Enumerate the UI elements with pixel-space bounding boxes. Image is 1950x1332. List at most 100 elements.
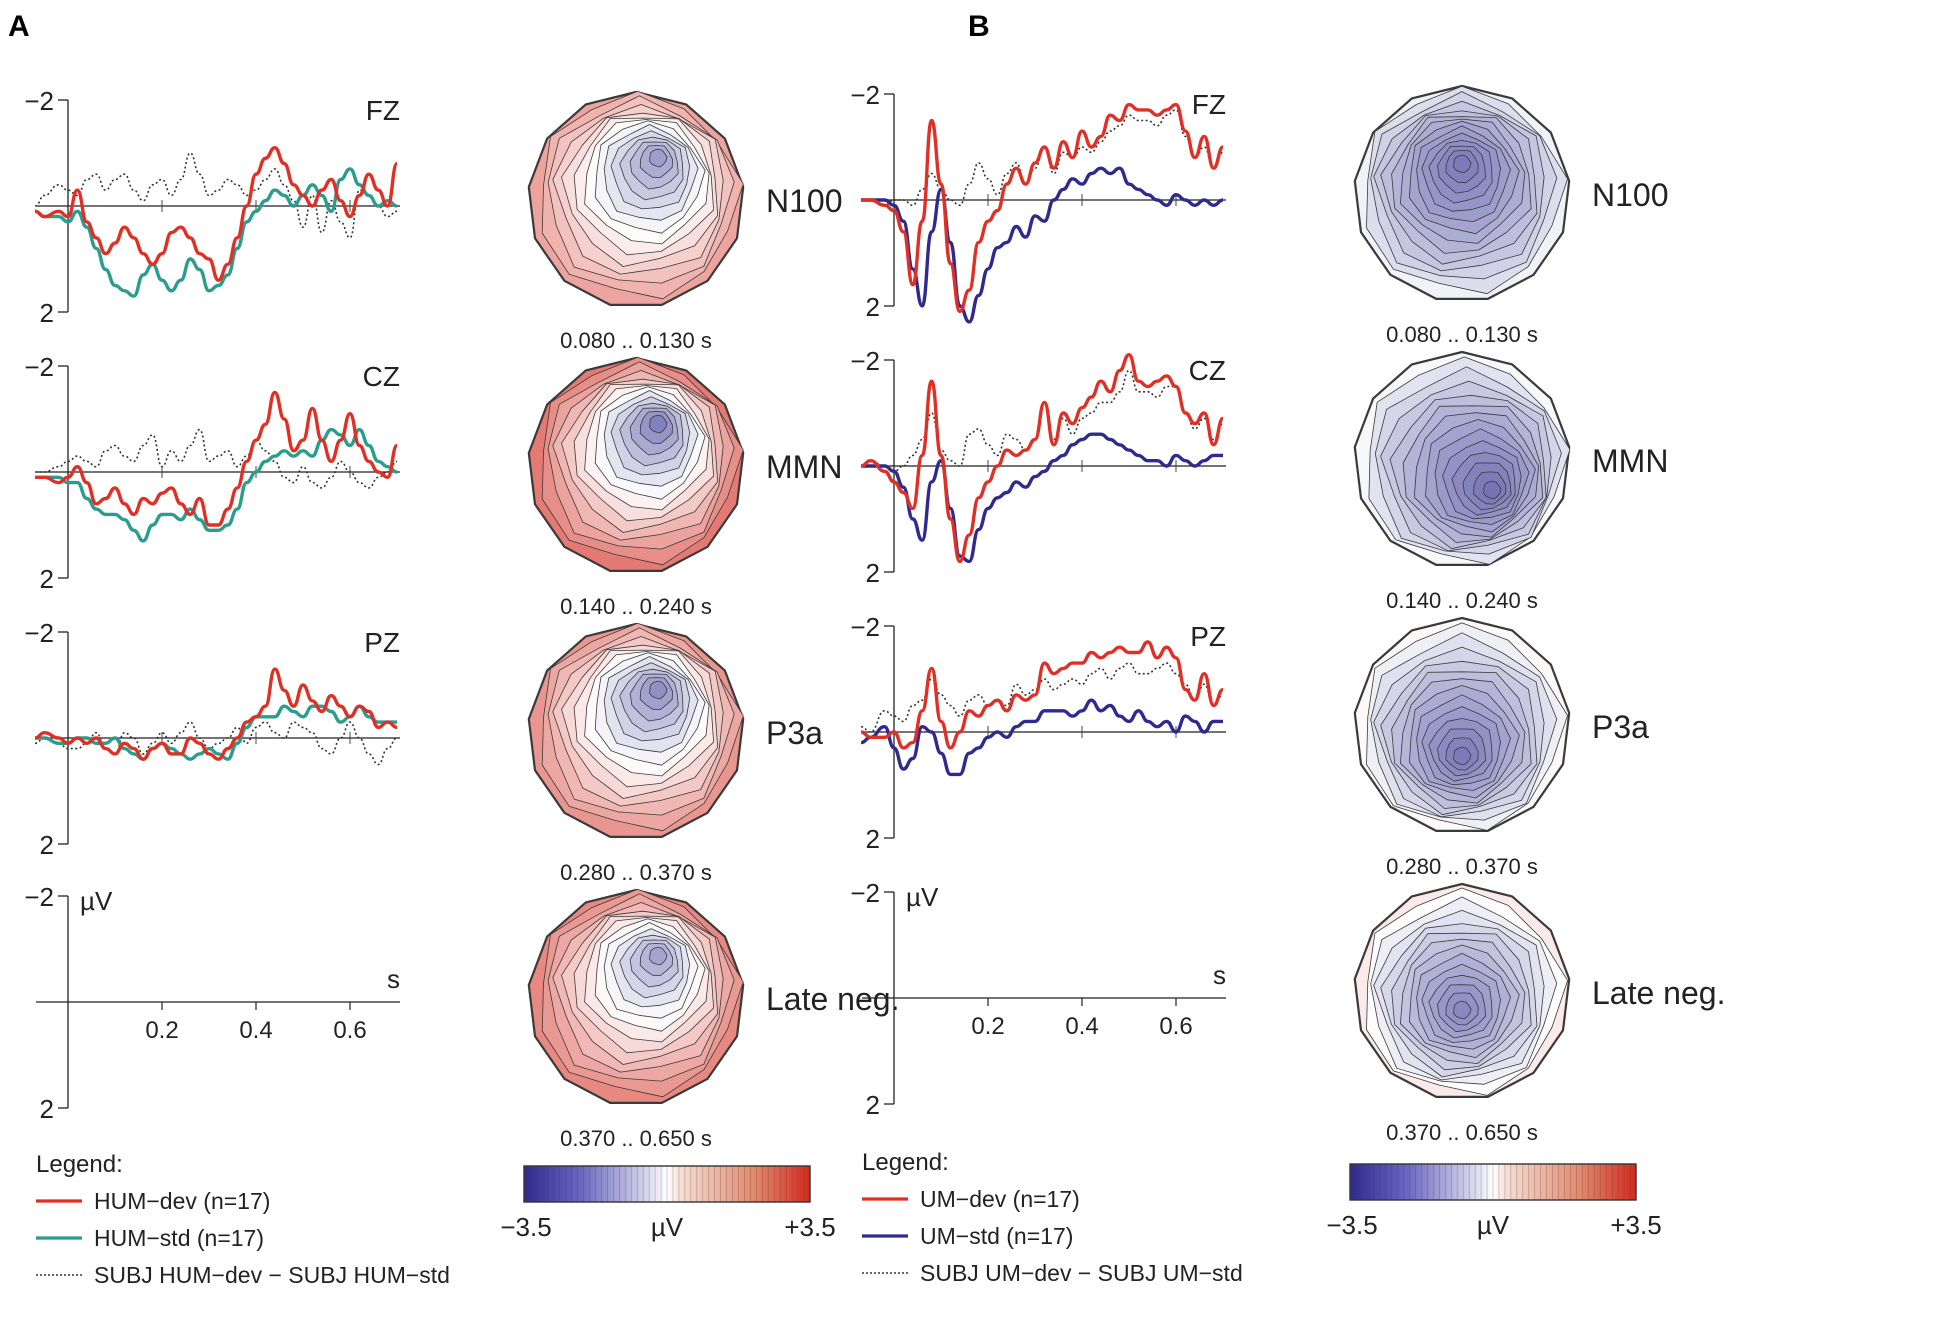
legend: Legend: UM−dev (n=17) UM−std (n=17) SUBJ UM… xyxy=(862,1149,1243,1286)
series-line-std xyxy=(861,166,1224,324)
colorbar: −3.5 µV +3.5 xyxy=(500,1165,836,1242)
panels-root: A −2 2 FZ −2 2 CZ −2 2 PZ −2 2 µV s 0.2 0.4 0.6 N100 0.080… xyxy=(8,10,1725,1288)
component-label: MMN xyxy=(1592,443,1668,479)
contour-ring xyxy=(1453,1000,1472,1020)
time-window-label: 0.140 .. 0.240 s xyxy=(1386,588,1538,613)
legend-entry-label: HUM−std (n=17) xyxy=(94,1225,264,1251)
erp-row-cz: −2 2 CZ xyxy=(850,346,1226,588)
y-tick-label-top: −2 xyxy=(850,346,880,376)
topomap-p3a: P3a 0.280 .. 0.370 s xyxy=(527,622,823,885)
y-tick-label-bottom: 2 xyxy=(866,558,880,588)
channel-label: PZ xyxy=(1190,621,1226,652)
y-tick-label-bottom: 2 xyxy=(40,830,54,860)
topomap-n100: N100 0.080 .. 0.130 s xyxy=(527,90,843,353)
series-line-diff xyxy=(860,369,1224,473)
legend-entry-label: UM−dev (n=17) xyxy=(920,1186,1080,1212)
colorbar: −3.5 µV +3.5 xyxy=(1326,1163,1662,1240)
colorbar-gradient xyxy=(523,1165,811,1203)
panel-label: B xyxy=(968,10,990,43)
series-line-std xyxy=(34,167,398,298)
panel-b: B −2 2 FZ −2 2 CZ −2 2 PZ −2 2 µV s 0.2 0.4 0.6 N100 0.080… xyxy=(850,10,1725,1286)
erp-row-cz: −2 2 CZ xyxy=(24,352,400,594)
series-line-dev xyxy=(860,640,1224,750)
scale-x-tick-label: 0.6 xyxy=(1159,1013,1192,1040)
y-tick-label-top: −2 xyxy=(24,86,54,116)
scale-y-top-label: −2 xyxy=(24,882,54,912)
colorbar-min-label: −3.5 xyxy=(500,1212,551,1242)
contour-ring xyxy=(1453,746,1472,766)
scale-x-tick-label: 0.6 xyxy=(333,1017,366,1044)
erp-row-pz: −2 2 PZ xyxy=(24,618,400,860)
scale-x-tick-label: 0.4 xyxy=(1065,1013,1098,1040)
topomap-mmn: MMN 0.140 .. 0.240 s xyxy=(527,356,842,619)
topomap-p3a: P3a 0.280 .. 0.370 s xyxy=(1353,616,1649,879)
colorbar-max-label: +3.5 xyxy=(784,1212,835,1242)
time-window-label: 0.370 .. 0.650 s xyxy=(1386,1120,1538,1145)
time-window-label: 0.140 .. 0.240 s xyxy=(560,594,712,619)
series-line-dev xyxy=(861,102,1224,313)
series-line-diff xyxy=(35,428,398,489)
scale-x-tick-label: 0.4 xyxy=(239,1017,272,1044)
channel-label: PZ xyxy=(364,627,400,658)
scale-time-label: s xyxy=(1213,960,1226,990)
y-tick-label-bottom: 2 xyxy=(866,292,880,322)
y-tick-label-top: −2 xyxy=(850,80,880,110)
scale-box: −2 2 µV s 0.2 0.4 0.6 xyxy=(24,882,400,1124)
time-window-label: 0.370 .. 0.650 s xyxy=(560,1126,712,1151)
channel-label: CZ xyxy=(363,361,400,392)
erp-row-fz: −2 2 FZ xyxy=(850,80,1226,324)
colorbar-min-label: −3.5 xyxy=(1326,1210,1377,1240)
time-window-label: 0.280 .. 0.370 s xyxy=(1386,854,1538,879)
scale-y-top-label: −2 xyxy=(850,878,880,908)
scale-time-label: s xyxy=(387,964,400,994)
scale-x-tick-label: 0.2 xyxy=(971,1013,1004,1040)
scale-unit-label: µV xyxy=(80,886,113,916)
series-line-dev xyxy=(860,353,1224,564)
contour-ring xyxy=(649,680,668,700)
series-line-std xyxy=(861,432,1223,564)
component-label: Late neg. xyxy=(766,981,899,1017)
y-tick-label-top: −2 xyxy=(850,612,880,642)
topomap-n100: N100 0.080 .. 0.130 s xyxy=(1353,84,1669,347)
legend-entry-label: SUBJ HUM−dev − SUBJ HUM−std xyxy=(94,1262,450,1288)
scale-box: −2 2 µV s 0.2 0.4 0.6 xyxy=(850,878,1226,1120)
y-tick-label-top: −2 xyxy=(24,352,54,382)
series-line-dev xyxy=(35,390,399,527)
colorbar-max-label: +3.5 xyxy=(1610,1210,1661,1240)
channel-label: FZ xyxy=(366,95,400,126)
series-line-diff xyxy=(34,152,398,239)
colorbar-unit-label: µV xyxy=(651,1212,684,1242)
erp-row-fz: −2 2 FZ xyxy=(24,86,400,328)
legend-entry-label: UM−std (n=17) xyxy=(920,1223,1073,1249)
series-line-diff xyxy=(34,721,398,766)
time-window-label: 0.280 .. 0.370 s xyxy=(560,860,712,885)
topomap-late-neg-: Late neg. 0.370 .. 0.650 s xyxy=(527,888,899,1151)
scale-unit-label: µV xyxy=(906,882,939,912)
series-line-dev xyxy=(34,146,399,282)
scale-x-tick-label: 0.2 xyxy=(145,1017,178,1044)
component-label: MMN xyxy=(766,449,842,485)
legend-title: Legend: xyxy=(862,1149,949,1176)
component-label: Late neg. xyxy=(1592,975,1725,1011)
y-tick-label-bottom: 2 xyxy=(866,824,880,854)
legend-entry-label: HUM−dev (n=17) xyxy=(94,1188,270,1214)
component-label: N100 xyxy=(766,183,843,219)
series-line-dev xyxy=(34,667,398,761)
panel-label: A xyxy=(8,10,30,43)
contour-ring xyxy=(649,414,668,434)
channel-label: FZ xyxy=(1192,89,1226,120)
series-line-std xyxy=(35,704,397,761)
panel-a: A −2 2 FZ −2 2 CZ −2 2 PZ −2 2 µV s 0.2 0.4 0.6 N100 0.080… xyxy=(8,10,899,1288)
scale-y-bottom-label: 2 xyxy=(866,1090,880,1120)
series-line-diff xyxy=(861,109,1224,207)
component-label: P3a xyxy=(766,715,823,751)
component-label: N100 xyxy=(1592,177,1669,213)
series-line-std xyxy=(860,698,1223,777)
colorbar-gradient xyxy=(1349,1163,1637,1201)
contour-ring xyxy=(1453,154,1472,174)
y-tick-label-bottom: 2 xyxy=(40,564,54,594)
legend-entry-label: SUBJ UM−dev − SUBJ UM−std xyxy=(920,1260,1243,1286)
time-window-label: 0.080 .. 0.130 s xyxy=(1386,322,1538,347)
time-window-label: 0.080 .. 0.130 s xyxy=(560,328,712,353)
